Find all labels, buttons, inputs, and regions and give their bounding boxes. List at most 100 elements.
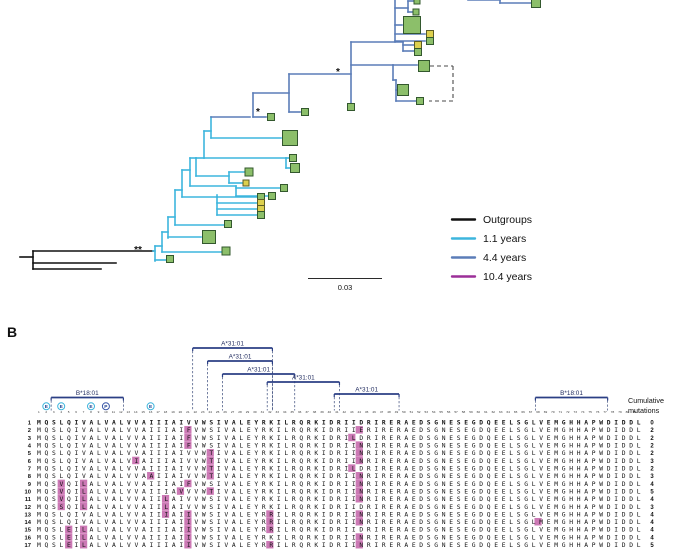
- mutation-highlight: [355, 472, 363, 480]
- mutation-highlight: [206, 456, 214, 465]
- mutation-highlight: [176, 487, 185, 495]
- tree-tip-square: [202, 230, 216, 244]
- alignment-row: 4 MQSLQIVALVALVVAIIIAIFVWSIVALEYRKILRQRKI…: [28, 441, 654, 449]
- position-number: 18: [164, 410, 168, 414]
- mutation-highlight: [266, 517, 274, 526]
- mutation-highlight: [266, 510, 274, 518]
- mutation-highlight: [80, 525, 88, 534]
- position-number: 19: [171, 410, 175, 414]
- site-circle-e: E: [87, 402, 95, 411]
- position-number: 37: [305, 410, 309, 414]
- sequence-text: MQSLEILALVALVVAIIIAIIVWSIVALEYRKILRQRKID…: [37, 534, 641, 541]
- position-number: 27: [231, 410, 235, 414]
- mutation-highlight: [534, 517, 542, 526]
- alignment-panel: A*31:01 A*31:01 A*31:01 A*31:01 A*31:01 B*18:…: [25, 341, 664, 550]
- cumulative-count: 2: [650, 443, 654, 449]
- cumulative-count: 3: [650, 505, 654, 511]
- alignment-row: 6 MQSLQIVALVALVIAIIIAIVVWTIVALEYRKILRQRKI…: [28, 456, 654, 465]
- mutation-highlight: [355, 510, 363, 518]
- position-number: 38: [313, 410, 317, 414]
- mutation-highlight: [65, 525, 73, 534]
- tree-tip-square: [289, 154, 297, 162]
- cumulative-count: 5: [650, 543, 654, 549]
- position-number: 55: [439, 410, 443, 414]
- mutation-highlight: [206, 487, 214, 495]
- tree-tip-square: [397, 84, 409, 96]
- mutation-highlight: [206, 449, 214, 457]
- position-number: 72: [566, 410, 570, 414]
- epitope-label: A*31:01: [247, 367, 270, 374]
- position-number: 1: [38, 410, 40, 414]
- row-number: 13: [25, 512, 32, 518]
- mutation-highlight: [184, 426, 192, 434]
- sequence-text: MQSLQIVALVALVVAIIIAIFVWSIVALEYRKILRQRKID…: [37, 435, 641, 442]
- position-number: 71: [559, 410, 563, 414]
- legend-label: 10.4 years: [483, 271, 532, 283]
- position-number: 29: [246, 410, 250, 414]
- epitope-bracket: B*18:01: [534, 390, 609, 411]
- position-number: 28: [238, 410, 242, 414]
- tree-tip-square: [347, 103, 355, 111]
- sequence-text: MQSLQIVALVALVVAIIIAIIVWSIVALEYRRILRQRKID…: [37, 519, 641, 526]
- tree-tip-square: [290, 163, 300, 173]
- position-number: 68: [536, 410, 540, 414]
- tree-tip-square: [426, 37, 434, 45]
- tree-tip-square: [280, 184, 288, 192]
- position-number: 69: [544, 410, 548, 414]
- position-number: 81: [633, 410, 637, 414]
- sequence-text: MQSVQILALVALVVAIIIAVVVWTIVALEYRKILRQRKID…: [37, 488, 641, 495]
- position-number: 40: [328, 410, 332, 414]
- row-number: 9: [28, 482, 32, 488]
- position-number: 17: [156, 410, 160, 414]
- position-number: 66: [521, 410, 525, 414]
- position-number: 10: [104, 410, 108, 414]
- alignment-row: 9 MQSVQILALVALVVAIIIAIFVWSIVALEYRKILRQRKI…: [28, 479, 654, 488]
- tree-tip-square: [221, 246, 231, 256]
- cumulative-count: 4: [650, 512, 654, 518]
- tree-tip-square: [267, 113, 275, 121]
- site-circle-p: P: [101, 402, 110, 411]
- position-number: 34: [283, 410, 287, 414]
- position-number: 42: [343, 410, 347, 414]
- mutation-highlight: [147, 472, 155, 480]
- sequence-text: MQSVQILALVALVVAIILAIVVWSIVALEYRKILRQRKID…: [37, 496, 641, 503]
- position-number: 77: [603, 410, 607, 414]
- tree-tip-square: [403, 16, 421, 34]
- mutation-highlight: [80, 502, 88, 511]
- mutation-highlight: [355, 495, 363, 503]
- sequence-text: MQSLQIVALVALVIAIIIAIVVWTIVALEYRKILRQRKID…: [37, 458, 641, 465]
- cumulative-count: 4: [650, 497, 654, 503]
- mutation-highlight: [266, 540, 274, 549]
- position-number: 49: [395, 410, 399, 414]
- tree-tip-square: [531, 0, 541, 8]
- position-number: 65: [514, 410, 518, 414]
- site-circle-letter: P: [104, 404, 108, 410]
- mutation-highlight: [348, 433, 356, 442]
- sequence-text: MQSLEILALVALVVAIIIAIIVWSIVALEYRRILRQRKID…: [37, 542, 641, 549]
- scale-bar-label: 0.03: [338, 283, 353, 292]
- position-number: 51: [410, 410, 414, 414]
- sequence-text: MQSVQILALVALVVAIIIAIFVWSIVALEYRKILRQRKID…: [37, 481, 641, 488]
- cumulative-count: 4: [650, 520, 654, 526]
- row-number: 10: [25, 489, 31, 495]
- cumulative-count: 4: [650, 482, 654, 488]
- site-circle-outline: [101, 402, 110, 411]
- mutation-highlight: [80, 495, 88, 503]
- legend-label: Outgroups: [483, 214, 532, 226]
- tree-tip-square: [426, 30, 434, 38]
- mutation-highlight: [266, 525, 274, 534]
- cumulative-header: mutations: [628, 406, 660, 415]
- tree-tip-square: [282, 130, 298, 146]
- tree-tip-square: [224, 220, 232, 228]
- panel-b-label: B: [7, 324, 18, 340]
- support-asterisk: *: [336, 67, 340, 78]
- epitope-label: A*31:01: [292, 375, 315, 382]
- position-number: 2: [45, 410, 47, 414]
- row-number: 15: [25, 528, 32, 534]
- mutation-highlight: [161, 510, 170, 518]
- position-number: 22: [194, 410, 198, 414]
- position-number: 54: [432, 410, 436, 414]
- mutation-highlight: [184, 533, 192, 541]
- position-number: 32: [268, 410, 272, 414]
- mutation-highlight: [184, 441, 192, 449]
